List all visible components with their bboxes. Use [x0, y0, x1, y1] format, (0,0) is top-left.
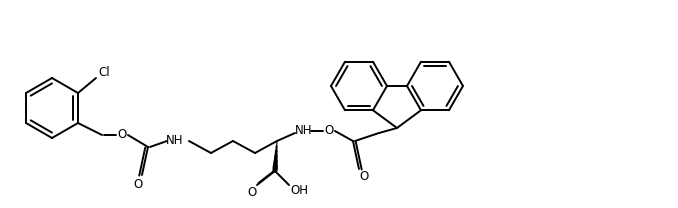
Text: Cl: Cl	[98, 67, 110, 79]
Text: NH: NH	[295, 125, 313, 137]
Text: O: O	[247, 187, 256, 199]
Text: OH: OH	[290, 184, 308, 198]
Text: O: O	[359, 171, 369, 183]
Text: O: O	[324, 125, 334, 137]
Text: O: O	[117, 129, 127, 141]
Text: O: O	[134, 177, 142, 191]
Text: NH: NH	[166, 135, 184, 147]
